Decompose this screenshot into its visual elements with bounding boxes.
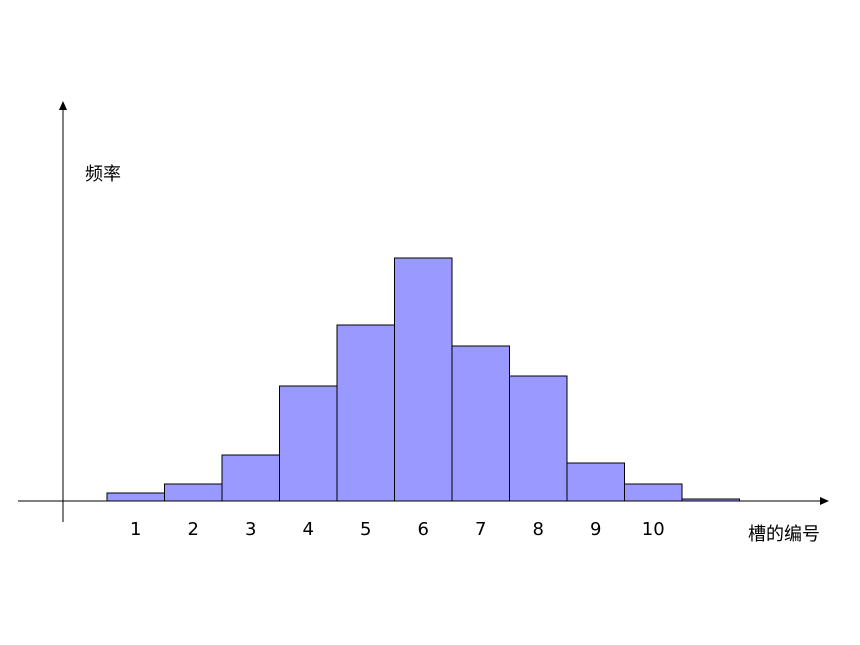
x-tick-label: 1 (130, 519, 141, 540)
bar (681, 498, 740, 502)
bar (279, 385, 338, 502)
bar (509, 375, 568, 502)
x-tick-label: 9 (590, 519, 601, 540)
x-tick-label: 6 (418, 519, 429, 540)
x-tick-label: 10 (642, 519, 665, 540)
y-axis-label: 频率 (85, 164, 121, 185)
bar (106, 492, 165, 502)
bar (451, 345, 510, 502)
x-tick-label: 3 (245, 519, 256, 540)
bar (221, 454, 280, 502)
bar (624, 483, 683, 502)
bar (336, 324, 395, 502)
x-tick-label: 4 (303, 519, 314, 540)
x-tick-label: 7 (475, 519, 486, 540)
bar (566, 462, 625, 502)
x-tick-label: 2 (188, 519, 199, 540)
x-tick-label: 8 (533, 519, 544, 540)
x-axis-label: 槽的编号 (748, 524, 820, 545)
bar (164, 483, 223, 502)
x-tick-label: 5 (360, 519, 371, 540)
bar (394, 257, 453, 502)
